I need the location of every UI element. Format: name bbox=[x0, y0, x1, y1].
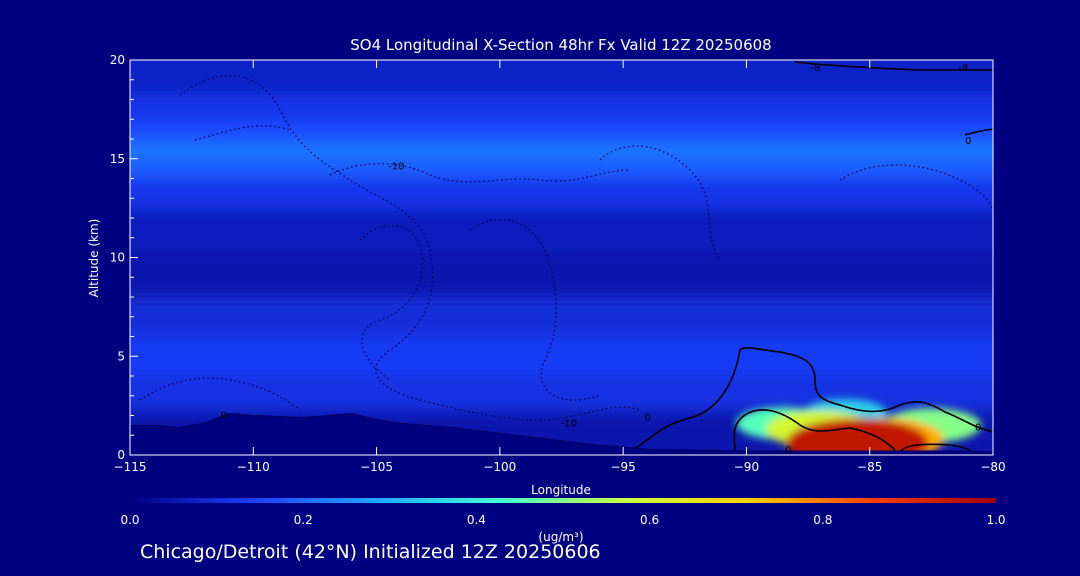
contour-label: 0 bbox=[221, 411, 227, 422]
x-tick-label: −85 bbox=[857, 460, 882, 474]
colorbar bbox=[130, 498, 996, 503]
terrain bbox=[130, 413, 993, 455]
temperature-contours bbox=[139, 75, 993, 421]
concentration-band bbox=[130, 209, 993, 253]
concentration-band bbox=[130, 252, 993, 297]
y-axis-ticks: 0 5 10 15 20 bbox=[110, 53, 138, 462]
colorbar-tick-label: 0.0 bbox=[120, 513, 139, 527]
x-tick-label: −80 bbox=[980, 460, 1005, 474]
colorbar-ticks: 0.0 0.2 0.4 0.6 0.8 1.0 bbox=[120, 513, 1005, 527]
x-tick-label: −90 bbox=[734, 460, 759, 474]
concentration-band bbox=[130, 141, 993, 159]
contour-label: -10 bbox=[388, 162, 404, 173]
concentration-band bbox=[130, 336, 993, 376]
x-tick-label: −95 bbox=[610, 460, 635, 474]
chart-title: SO4 Longitudinal X-Section 48hr Fx Valid… bbox=[350, 36, 771, 54]
x-tick-label: −105 bbox=[360, 460, 393, 474]
colorbar-tick-label: 0.2 bbox=[294, 513, 313, 527]
concentration-band bbox=[130, 178, 993, 210]
y-tick-label: 5 bbox=[117, 349, 125, 363]
plot-area: -10 -10 0 0 0 0 0 -8 -8 bbox=[130, 60, 993, 456]
x-axis-ticks: −115 −110 −105 −100 −95 −90 −85 −80 bbox=[114, 60, 1006, 474]
x-tick-label: −115 bbox=[114, 460, 147, 474]
contour-label: -8 bbox=[810, 63, 820, 74]
concentration-band bbox=[130, 94, 993, 122]
concentration-band bbox=[130, 158, 993, 179]
contour-label: -10 bbox=[561, 418, 577, 429]
concentration-hotspots bbox=[736, 398, 981, 455]
y-axis-label: Altitude (km) bbox=[87, 219, 101, 298]
colorbar-tick-label: 1.0 bbox=[986, 513, 1005, 527]
contour-label: -8 bbox=[958, 63, 968, 74]
contour-label: 0 bbox=[975, 422, 981, 433]
zero-contours bbox=[629, 61, 993, 453]
x-axis-label: Longitude bbox=[531, 483, 591, 497]
y-tick-label: 20 bbox=[110, 53, 125, 67]
chart-subtitle: Chicago/Detroit (42°N) Initialized 12Z 2… bbox=[140, 541, 601, 563]
x-tick-label: −110 bbox=[237, 460, 270, 474]
concentration-band bbox=[130, 121, 993, 142]
colorbar-tick-label: 0.4 bbox=[467, 513, 486, 527]
x-tick-label: −100 bbox=[483, 460, 516, 474]
contour-labels: -10 -10 0 0 0 0 0 -8 -8 bbox=[221, 63, 982, 456]
y-tick-label: 15 bbox=[110, 152, 125, 166]
concentration-hotspot bbox=[786, 418, 929, 455]
y-tick-label: 0 bbox=[117, 448, 125, 462]
colorbar-label: (ug/m³) bbox=[538, 530, 583, 544]
colorbar-tick-label: 0.6 bbox=[640, 513, 659, 527]
colorbar-tick-label: 0.8 bbox=[813, 513, 832, 527]
contour-label: 0 bbox=[785, 445, 791, 456]
y-tick-label: 10 bbox=[110, 251, 125, 265]
concentration-band bbox=[130, 297, 993, 337]
contour-label: 0 bbox=[645, 412, 651, 423]
contour-label: 0 bbox=[965, 136, 971, 147]
